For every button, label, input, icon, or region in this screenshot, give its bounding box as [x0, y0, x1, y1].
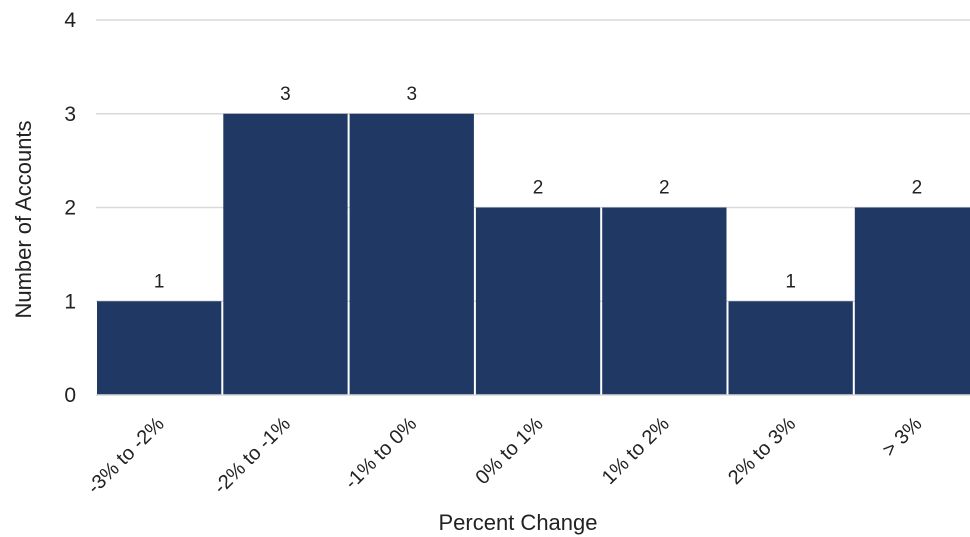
- data-label: 1: [154, 271, 165, 292]
- y-axis-tick-labels: 0 1 2 3 4: [64, 9, 76, 407]
- y-tick-label: 2: [64, 197, 76, 220]
- data-label: 3: [280, 84, 291, 105]
- data-labels: 1 3 3 2 2 1 2: [154, 84, 922, 293]
- x-tick-label: 2% to 3%: [724, 413, 800, 489]
- x-axis-tick-labels: -3% to -2% -2% to -1% -1% to 0% 0% to 1% 1% …: [83, 413, 926, 499]
- bar: [602, 207, 727, 395]
- data-label: 2: [659, 178, 670, 199]
- data-label: 2: [533, 178, 544, 199]
- x-tick-label: 0% to 1%: [471, 413, 547, 489]
- y-tick-label: 3: [64, 103, 76, 126]
- data-label: 2: [912, 178, 923, 199]
- x-axis-title: Percent Change: [439, 510, 598, 535]
- bar: [223, 113, 348, 395]
- x-tick-label: -2% to -1%: [209, 413, 295, 499]
- bars: [97, 113, 970, 395]
- y-tick-label: 0: [64, 384, 76, 407]
- x-tick-label: -3% to -2%: [83, 413, 169, 499]
- y-tick-label: 4: [64, 9, 76, 32]
- data-label: 3: [406, 84, 417, 105]
- y-tick-label: 1: [64, 290, 76, 313]
- x-tick-label: > 3%: [878, 413, 926, 461]
- x-tick-label: -1% to 0%: [340, 413, 421, 494]
- x-tick-label: 1% to 2%: [598, 413, 674, 489]
- data-label: 1: [785, 271, 796, 292]
- bar: [728, 301, 853, 395]
- y-axis-title: Number of Accounts: [11, 120, 36, 318]
- bar: [854, 207, 970, 395]
- bar: [97, 301, 222, 395]
- bar: [475, 207, 601, 395]
- bar: [349, 113, 474, 395]
